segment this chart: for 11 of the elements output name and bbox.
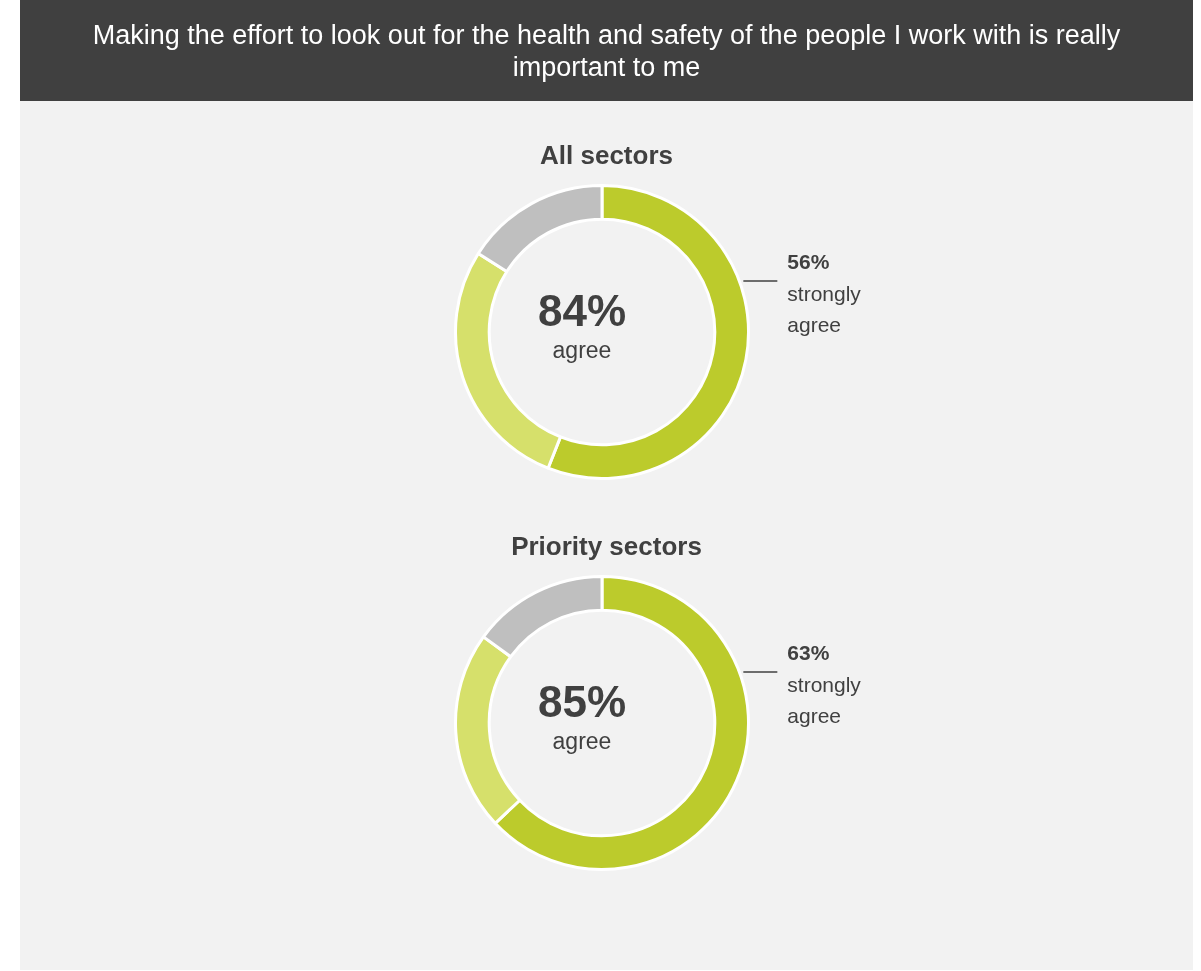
- data-label: 56%: [787, 249, 830, 273]
- text: 85%: [536, 677, 628, 727]
- data-label: 63%: [787, 640, 830, 664]
- slice-label: strongly agree: [787, 281, 862, 336]
- chart-title: Making the effort to look out for the health and safety of the people I work with is really important to me: [20, 0, 1193, 101]
- chart-title: Priority sectors: [510, 531, 703, 562]
- text: 84%: [536, 286, 628, 336]
- slice-label: strongly agree: [787, 672, 862, 727]
- chart-subtitle: All sectors: [539, 140, 674, 171]
- text: agree: [551, 727, 613, 755]
- text: agree: [551, 336, 613, 364]
